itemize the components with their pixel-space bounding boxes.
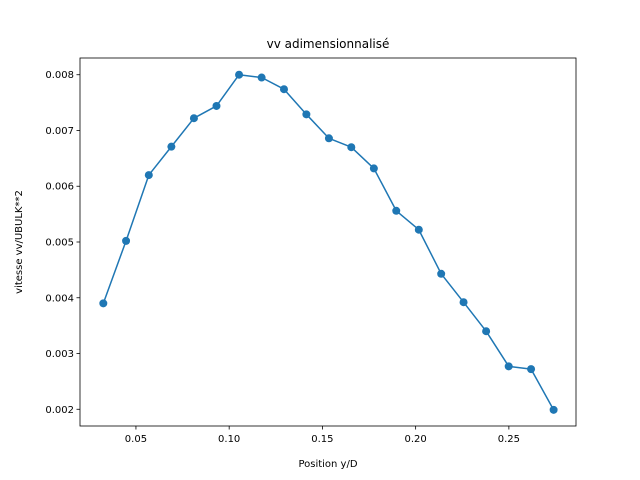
data-point — [324, 134, 333, 143]
plot-frame — [79, 57, 577, 427]
x-tick-label: 0.25 — [498, 434, 520, 445]
data-point — [414, 225, 423, 234]
data-point — [99, 299, 108, 308]
data-point — [549, 405, 558, 414]
data-point — [144, 171, 153, 180]
data-point — [482, 327, 491, 336]
y-tick-label: 0.007 — [45, 126, 74, 137]
data-point — [302, 110, 311, 119]
data-point — [257, 73, 266, 82]
data-point — [504, 362, 513, 371]
y-tick-label: 0.005 — [45, 238, 74, 249]
y-axis-ticks: 0.002 0.003 0.004 0.005 0.006 0.007 0.008 — [45, 70, 80, 416]
data-point — [392, 206, 401, 215]
chart-title: vv adimensionnalisé — [267, 37, 390, 51]
y-axis-label: vitesse vv/UBULK**2 — [14, 190, 25, 294]
y-tick-label: 0.006 — [45, 182, 74, 193]
data-point — [122, 236, 131, 245]
y-tick-label: 0.003 — [45, 349, 74, 360]
x-axis-label: Position y/D — [298, 459, 357, 470]
data-point — [347, 143, 356, 152]
data-point — [212, 101, 221, 110]
data-point — [459, 298, 468, 307]
x-tick-label: 0.15 — [311, 434, 333, 445]
data-point — [279, 85, 288, 94]
y-tick-label: 0.004 — [45, 293, 74, 304]
data-point — [369, 164, 378, 173]
data-point — [235, 70, 244, 79]
y-tick-label: 0.002 — [45, 405, 74, 416]
data-point — [167, 142, 176, 151]
x-axis-ticks: 0.05 0.10 0.15 0.20 0.25 — [125, 426, 520, 445]
y-tick-label: 0.008 — [45, 70, 74, 81]
x-tick-label: 0.20 — [405, 434, 427, 445]
x-tick-label: 0.10 — [218, 434, 240, 445]
x-tick-label: 0.05 — [125, 434, 147, 445]
data-point — [527, 365, 536, 374]
plot-series — [99, 70, 558, 414]
data-point — [189, 114, 198, 123]
data-point — [437, 269, 446, 278]
